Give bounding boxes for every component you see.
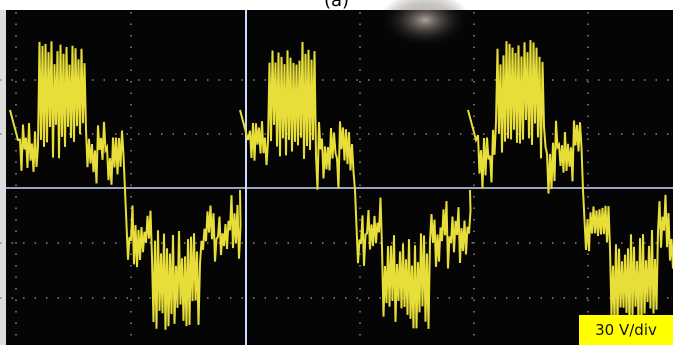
scale-label: 30 V/div bbox=[579, 315, 673, 345]
caption: (a) bbox=[0, 0, 673, 11]
page: (a) 30 V/div (() => { const data = JSON.… bbox=[0, 0, 673, 345]
screen-edge bbox=[0, 10, 6, 345]
oscilloscope-screen bbox=[0, 0, 673, 345]
